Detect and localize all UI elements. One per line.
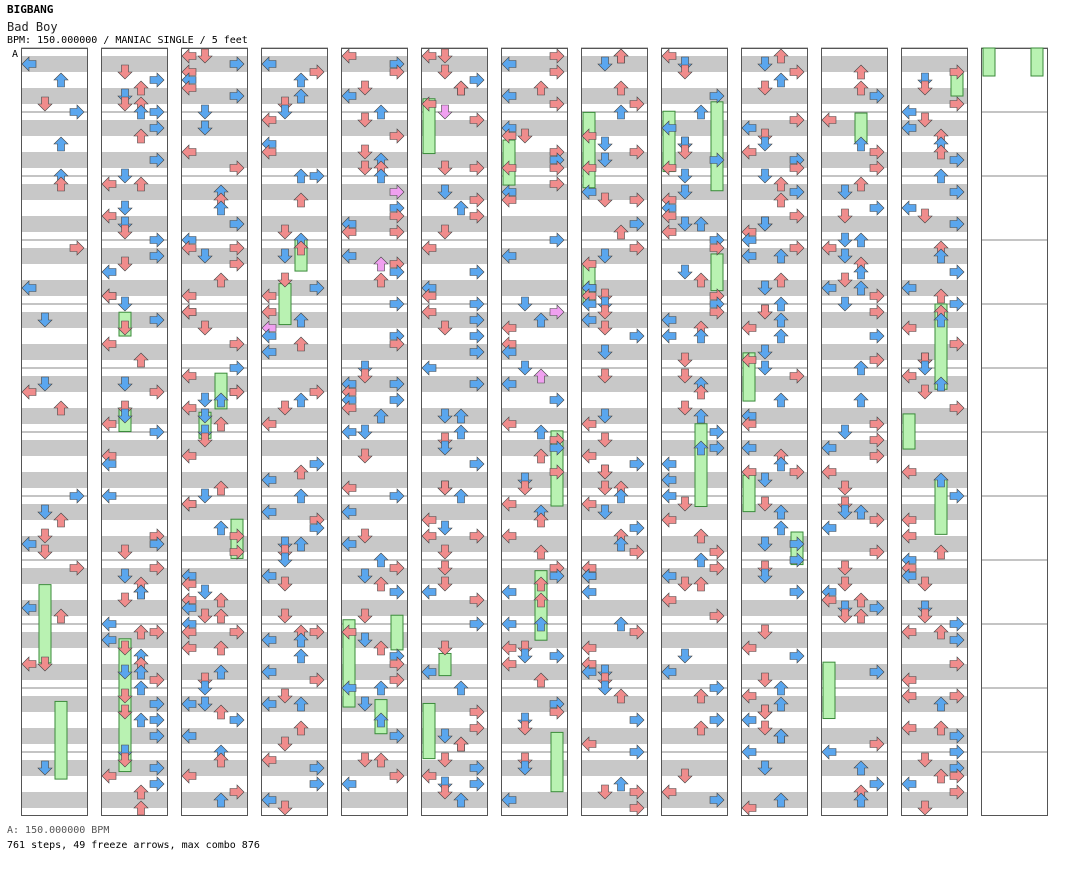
freeze-arrow <box>694 423 708 508</box>
chart-info: BPM: 150.000000 / MANIAC SINGLE / 5 feet <box>7 35 248 46</box>
freeze-arrow <box>390 614 404 651</box>
freeze-arrow <box>54 700 68 780</box>
bpm-marker: A <box>12 49 18 60</box>
bpm-legend: A: 150.000000 BPM <box>7 825 110 836</box>
chart-column <box>741 47 808 816</box>
freeze-arrow <box>582 111 596 189</box>
freeze-arrow <box>422 702 436 760</box>
freeze-arrow <box>38 584 52 664</box>
freeze-arrow <box>438 652 452 677</box>
freeze-arrow <box>1030 47 1044 77</box>
chart-column <box>981 47 1048 816</box>
chart-stats: 761 steps, 49 freeze arrows, max combo 8… <box>7 840 260 851</box>
freeze-arrow <box>710 253 724 292</box>
chart-column <box>581 47 648 816</box>
artist-name: BIGBANG <box>7 3 54 16</box>
freeze-arrow <box>822 661 836 720</box>
chart-column <box>21 47 88 816</box>
freeze-arrow <box>902 413 916 450</box>
freeze-arrow <box>982 47 996 77</box>
freeze-arrow <box>742 474 756 513</box>
freeze-arrow <box>550 731 564 793</box>
song-title: Bad Boy <box>7 20 58 34</box>
freeze-arrow <box>710 101 724 192</box>
freeze-arrow <box>278 283 292 326</box>
freeze-arrow <box>934 478 948 535</box>
